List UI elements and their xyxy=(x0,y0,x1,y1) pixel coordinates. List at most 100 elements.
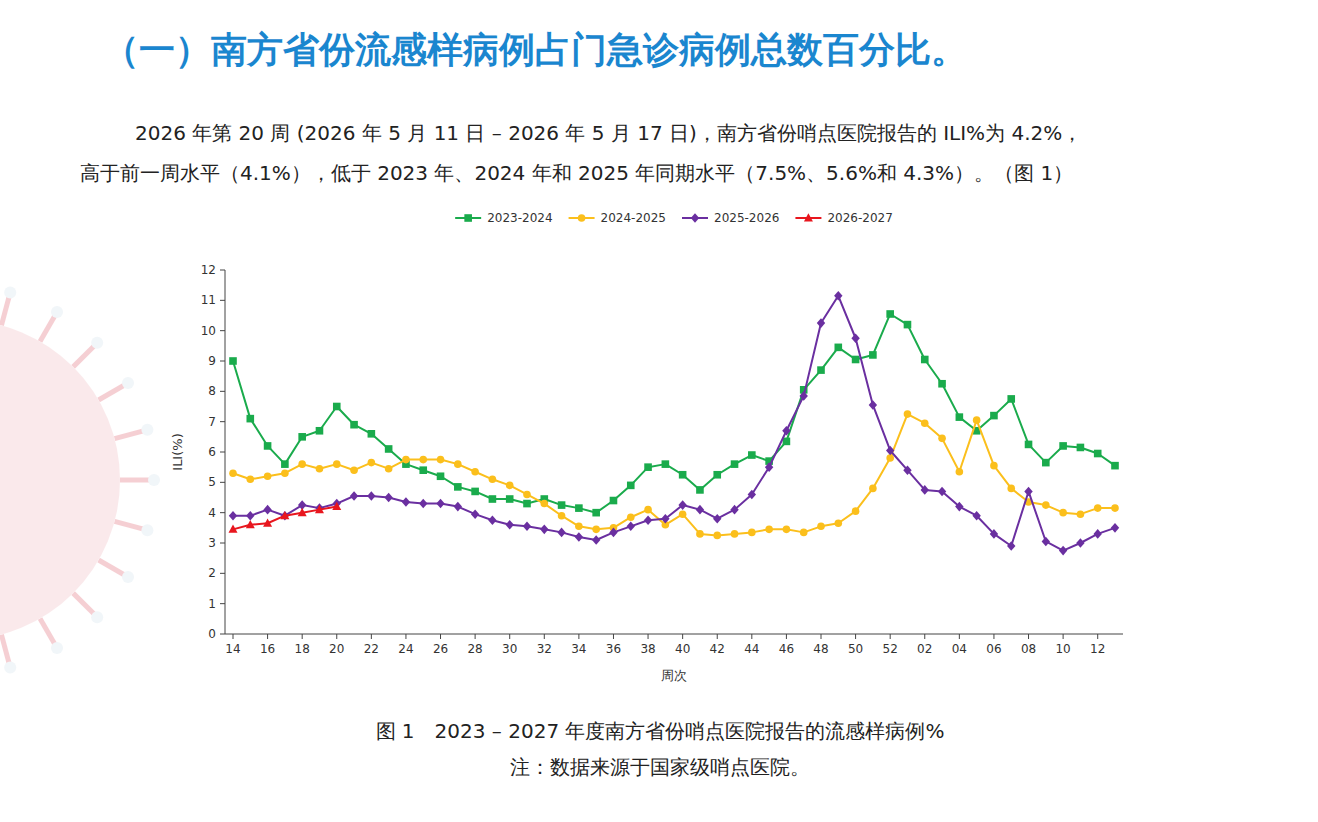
data-point xyxy=(263,505,271,515)
data-point xyxy=(1094,450,1102,458)
data-point xyxy=(264,472,272,480)
data-point xyxy=(523,491,531,499)
data-point xyxy=(350,421,358,429)
y-tick-label: 6 xyxy=(208,445,216,459)
data-point xyxy=(956,413,964,421)
data-point xyxy=(817,318,825,328)
data-point xyxy=(1042,459,1050,467)
data-point xyxy=(662,460,670,468)
y-tick-label: 10 xyxy=(201,324,216,338)
y-tick xyxy=(220,330,225,331)
legend: 2023-20242024-20252025-20262026-2027 xyxy=(455,211,893,225)
data-point xyxy=(298,460,306,468)
x-tick xyxy=(475,634,476,639)
page: {"page": {"heading": "（一）南方省份流感样病例占门急诊病例… xyxy=(0,0,1318,822)
x-tick-label: 38 xyxy=(640,642,655,656)
data-point xyxy=(852,356,860,364)
x-tick-label: 02 xyxy=(917,642,932,656)
data-point xyxy=(575,504,583,512)
data-point xyxy=(1077,510,1085,518)
y-tick xyxy=(220,482,225,483)
data-point xyxy=(973,416,981,424)
y-tick-label: 11 xyxy=(201,293,216,307)
x-tick-label: 22 xyxy=(364,642,379,656)
x-tick-label: 30 xyxy=(502,642,517,656)
y-tick xyxy=(220,543,225,544)
data-point xyxy=(506,520,514,530)
x-tick xyxy=(1028,634,1029,639)
data-point xyxy=(575,523,583,531)
data-point xyxy=(523,500,531,508)
data-point xyxy=(1077,444,1085,452)
x-tick xyxy=(440,634,441,639)
virus-spike-head xyxy=(4,661,16,673)
x-tick-label: 04 xyxy=(952,642,967,656)
y-tick xyxy=(220,573,225,574)
y-tick-label: 5 xyxy=(208,475,216,489)
virus-spike xyxy=(99,560,125,575)
data-point xyxy=(886,310,894,318)
data-point xyxy=(765,462,773,472)
data-point xyxy=(765,526,773,534)
data-point xyxy=(385,445,393,453)
x-tick xyxy=(682,634,683,639)
legend-label: 2023-2024 xyxy=(487,211,552,225)
legend-label: 2026-2027 xyxy=(827,211,892,225)
virus-spike-head xyxy=(51,306,63,318)
data-point xyxy=(350,491,358,501)
x-tick-label: 08 xyxy=(1021,642,1036,656)
virus-spike-head xyxy=(148,474,160,486)
virus-spike xyxy=(73,346,94,367)
paragraph-line: 高于前一周水平（4.1%），低于 2023 年、2024 年和 2025 年同期… xyxy=(80,161,1073,185)
data-point xyxy=(558,512,566,520)
data-point xyxy=(800,391,808,401)
x-tick xyxy=(613,634,614,639)
data-point xyxy=(298,433,306,441)
data-point xyxy=(1111,462,1119,470)
x-tick-label: 46 xyxy=(779,642,794,656)
data-point xyxy=(454,460,462,468)
x-tick-label: 52 xyxy=(883,642,898,656)
y-tick xyxy=(220,452,225,453)
data-point xyxy=(834,291,842,301)
data-point xyxy=(748,529,756,537)
data-point xyxy=(402,456,410,464)
data-point xyxy=(679,510,687,518)
data-point xyxy=(713,514,721,524)
data-point xyxy=(869,351,877,359)
data-point xyxy=(678,500,686,510)
data-point xyxy=(506,482,514,490)
data-point xyxy=(713,532,721,540)
virus-spike xyxy=(1,635,9,664)
data-point xyxy=(488,515,496,525)
data-point xyxy=(333,460,341,468)
x-tick-label: 16 xyxy=(260,642,275,656)
data-point xyxy=(696,530,704,538)
data-point xyxy=(436,499,444,509)
virus-spike xyxy=(115,431,144,439)
y-tick xyxy=(220,421,225,422)
series-line xyxy=(233,414,1115,535)
x-tick xyxy=(786,634,787,639)
data-point xyxy=(246,476,254,484)
x-tick-label: 24 xyxy=(398,642,413,656)
data-point xyxy=(972,511,980,521)
data-point xyxy=(990,462,998,470)
data-point xyxy=(748,451,756,459)
virus-spike xyxy=(40,315,55,341)
data-point xyxy=(384,493,392,503)
data-point xyxy=(1094,504,1102,512)
data-point xyxy=(713,471,721,479)
data-point xyxy=(229,511,237,521)
virus-spike xyxy=(115,521,144,529)
y-tick xyxy=(220,603,225,604)
x-tick-label: 36 xyxy=(606,642,621,656)
x-axis xyxy=(225,634,1123,635)
data-point xyxy=(523,522,531,532)
x-tick xyxy=(959,634,960,639)
x-tick xyxy=(821,634,822,639)
data-point xyxy=(489,495,497,503)
data-point xyxy=(281,460,289,468)
data-point xyxy=(332,502,341,510)
y-tick xyxy=(220,512,225,513)
